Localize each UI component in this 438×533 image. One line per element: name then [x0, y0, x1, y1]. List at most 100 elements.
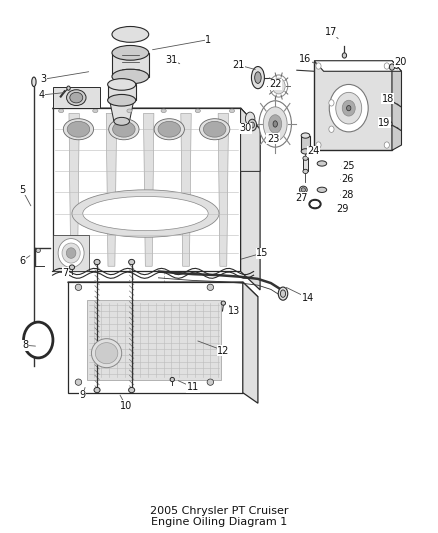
Text: 21: 21	[232, 60, 245, 70]
Ellipse shape	[75, 379, 82, 385]
Text: 4: 4	[39, 90, 45, 100]
Ellipse shape	[342, 53, 346, 58]
Ellipse shape	[72, 190, 219, 237]
Text: 5: 5	[19, 185, 25, 195]
Ellipse shape	[203, 122, 226, 137]
Polygon shape	[240, 108, 260, 172]
Polygon shape	[53, 87, 100, 108]
Ellipse shape	[127, 109, 132, 112]
Text: 31: 31	[165, 55, 177, 64]
Ellipse shape	[329, 126, 334, 132]
Bar	[303, 158, 308, 172]
Ellipse shape	[346, 106, 351, 111]
Polygon shape	[144, 114, 154, 266]
Ellipse shape	[316, 63, 321, 69]
Text: 28: 28	[342, 190, 354, 200]
Ellipse shape	[62, 243, 80, 263]
Polygon shape	[243, 282, 258, 403]
Ellipse shape	[270, 75, 288, 97]
Ellipse shape	[388, 98, 392, 103]
Polygon shape	[112, 53, 149, 77]
Polygon shape	[53, 108, 260, 129]
Ellipse shape	[301, 149, 310, 154]
Text: 17: 17	[325, 27, 338, 37]
Ellipse shape	[36, 248, 40, 253]
Text: 16: 16	[299, 54, 311, 64]
Ellipse shape	[300, 186, 307, 193]
Text: 15: 15	[256, 248, 268, 258]
Ellipse shape	[250, 122, 254, 128]
Ellipse shape	[251, 67, 265, 88]
Text: 13: 13	[228, 306, 240, 316]
Ellipse shape	[58, 239, 84, 268]
Ellipse shape	[329, 100, 334, 106]
Text: 19: 19	[378, 118, 390, 128]
Text: 23: 23	[267, 134, 279, 144]
Ellipse shape	[248, 119, 257, 131]
Text: 2005 Chrysler PT Cruiser
Engine Oiling Diagram 1: 2005 Chrysler PT Cruiser Engine Oiling D…	[150, 506, 288, 527]
Ellipse shape	[94, 387, 100, 393]
Polygon shape	[181, 114, 191, 266]
Polygon shape	[240, 108, 260, 290]
Polygon shape	[110, 100, 134, 122]
Ellipse shape	[207, 284, 214, 290]
Text: 12: 12	[217, 345, 230, 356]
Ellipse shape	[154, 119, 184, 140]
Ellipse shape	[273, 121, 277, 127]
Ellipse shape	[158, 122, 180, 137]
Text: 24: 24	[307, 147, 319, 156]
Ellipse shape	[309, 200, 321, 208]
Text: 1: 1	[205, 35, 211, 45]
Text: 29: 29	[336, 204, 349, 214]
Text: 18: 18	[381, 94, 394, 104]
Ellipse shape	[280, 290, 286, 297]
Text: 30: 30	[240, 123, 252, 133]
Ellipse shape	[27, 326, 50, 354]
Ellipse shape	[336, 92, 362, 124]
Ellipse shape	[112, 69, 149, 84]
Ellipse shape	[303, 169, 308, 174]
Ellipse shape	[170, 377, 174, 382]
Text: 27: 27	[295, 193, 307, 203]
Ellipse shape	[301, 188, 305, 192]
Ellipse shape	[59, 109, 64, 112]
Ellipse shape	[92, 338, 122, 368]
Ellipse shape	[32, 77, 36, 86]
Text: 3: 3	[41, 74, 47, 84]
Ellipse shape	[207, 379, 214, 385]
Polygon shape	[53, 108, 240, 271]
Ellipse shape	[301, 133, 310, 138]
Ellipse shape	[129, 260, 134, 265]
Ellipse shape	[93, 109, 98, 112]
Ellipse shape	[112, 27, 149, 42]
Polygon shape	[87, 301, 221, 379]
Polygon shape	[218, 114, 229, 266]
Ellipse shape	[108, 94, 136, 106]
Polygon shape	[67, 282, 258, 297]
Text: 7: 7	[62, 268, 69, 278]
Ellipse shape	[112, 45, 149, 60]
Ellipse shape	[83, 197, 208, 231]
Ellipse shape	[389, 64, 395, 70]
Ellipse shape	[221, 301, 226, 305]
Text: 20: 20	[395, 57, 407, 67]
Ellipse shape	[94, 260, 100, 265]
Ellipse shape	[272, 78, 285, 94]
Ellipse shape	[329, 84, 368, 132]
Ellipse shape	[24, 322, 53, 358]
Ellipse shape	[388, 122, 392, 127]
Text: 22: 22	[269, 79, 282, 90]
Polygon shape	[108, 84, 135, 100]
Ellipse shape	[276, 83, 281, 89]
Text: 8: 8	[22, 340, 28, 350]
Ellipse shape	[245, 112, 255, 125]
Ellipse shape	[342, 100, 355, 116]
Ellipse shape	[64, 119, 94, 140]
Ellipse shape	[303, 156, 308, 160]
Ellipse shape	[278, 287, 288, 300]
Polygon shape	[314, 61, 402, 71]
Ellipse shape	[75, 284, 82, 290]
Ellipse shape	[67, 90, 86, 106]
Polygon shape	[69, 114, 79, 266]
Text: 10: 10	[120, 401, 132, 411]
